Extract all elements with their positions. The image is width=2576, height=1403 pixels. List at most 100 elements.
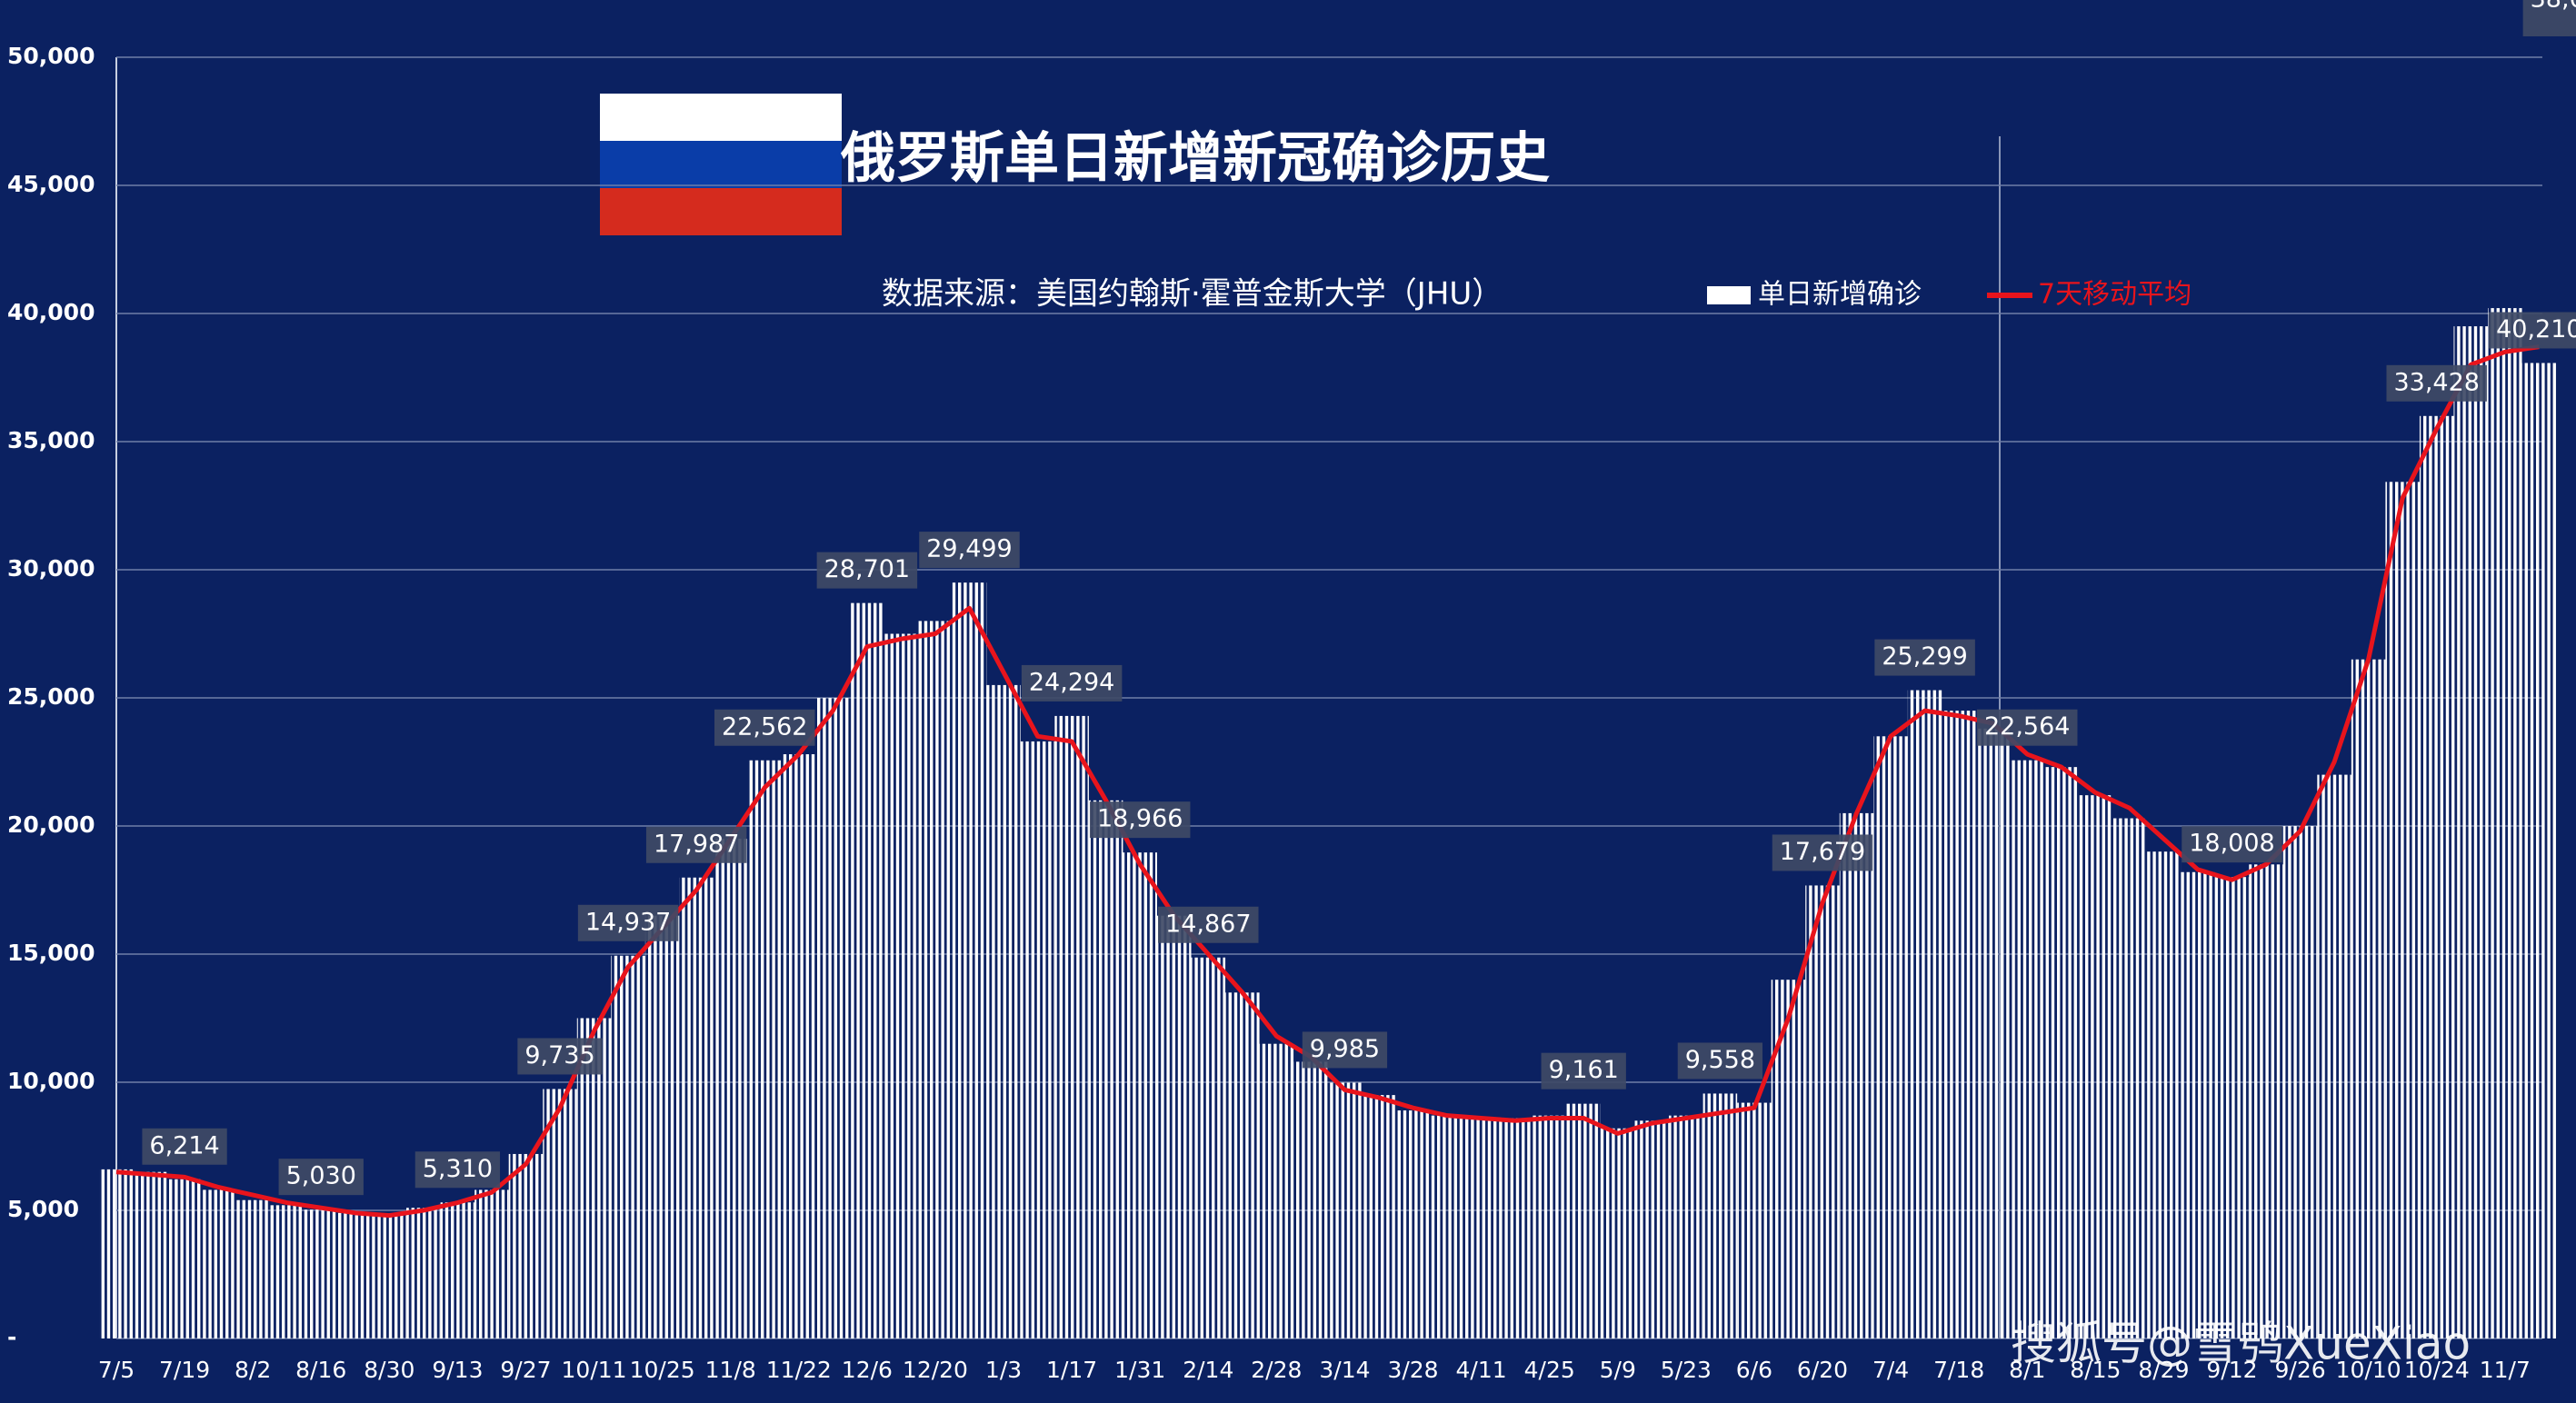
- x-tick-label: 2/14: [1183, 1357, 1233, 1383]
- bar: [2317, 774, 2351, 1338]
- y-tick-label: -: [7, 1324, 16, 1350]
- x-tick-label: 8/2: [235, 1357, 271, 1383]
- bar: [815, 698, 851, 1338]
- y-tick-label: 15,000: [7, 940, 95, 966]
- data-label: 6,214: [149, 1131, 219, 1159]
- bar: [2078, 795, 2113, 1338]
- bar: [2453, 326, 2489, 1339]
- y-tick-label: 40,000: [7, 299, 95, 325]
- labels: 6,214 5,030 5,310 9,735 14,937 17,987 22,562 28…: [142, 0, 2576, 1196]
- bar: [201, 1189, 236, 1338]
- y-tick-label: 35,000: [7, 427, 95, 453]
- bars: [99, 308, 2557, 1339]
- data-label: 14,937: [585, 908, 671, 936]
- bar: [1532, 1115, 1567, 1338]
- bar: [1771, 980, 1806, 1338]
- x-tick-label: 7/18: [1933, 1357, 1984, 1383]
- bar: [1805, 885, 1840, 1338]
- data-label-box: [919, 532, 1020, 569]
- x-tick-label: 9/13: [432, 1357, 483, 1383]
- data-label-box: [714, 709, 815, 746]
- bar: [1737, 1102, 1772, 1338]
- y-tick-label: 50,000: [7, 43, 95, 69]
- bar: [2181, 871, 2215, 1338]
- data-label-box: [2386, 364, 2487, 402]
- bar: [406, 1208, 441, 1338]
- legend-swatch: [1707, 286, 1751, 304]
- y-tick-label: 5,000: [7, 1196, 79, 1222]
- bar: [269, 1205, 305, 1338]
- data-label: 40,210: [2496, 315, 2576, 343]
- data-label: 5,030: [286, 1162, 356, 1190]
- x-tick-label: 1/3: [985, 1357, 1022, 1383]
- y-tick-label: 25,000: [7, 683, 95, 710]
- bar: [2010, 760, 2045, 1338]
- x-tick-label: 8/15: [2070, 1357, 2121, 1383]
- x-tick-label: 8/29: [2138, 1357, 2189, 1383]
- x-tick-label: 1/17: [1046, 1357, 1097, 1383]
- data-label-box: [577, 904, 679, 941]
- x-tick-label: 3/14: [1319, 1357, 1370, 1383]
- bar: [508, 1153, 544, 1338]
- bar: [986, 684, 1021, 1338]
- bar: [2214, 877, 2250, 1338]
- bar: [99, 1169, 134, 1338]
- chart-title: 俄罗斯单日新增新冠确诊历史: [840, 127, 1550, 191]
- bar: [1702, 1093, 1738, 1338]
- x-tick-label: 12/6: [842, 1357, 893, 1383]
- x-tick-label: 4/11: [1456, 1357, 1507, 1383]
- data-label-box: [278, 1159, 364, 1196]
- data-label: 18,008: [2189, 830, 2274, 858]
- x-tick-label: 9/12: [2206, 1357, 2257, 1383]
- bar: [1600, 1128, 1635, 1338]
- bar: [1191, 957, 1226, 1338]
- y-tick-label: 10,000: [7, 1068, 95, 1094]
- data-label-box: [1158, 906, 1259, 943]
- bar: [1225, 992, 1260, 1338]
- x-tick-label: 12/20: [903, 1357, 968, 1383]
- x-tick-label: 8/30: [364, 1357, 414, 1383]
- bar: [747, 760, 783, 1338]
- x-tick-label: 11/22: [766, 1357, 832, 1383]
- x-tick-label: 8/1: [2009, 1357, 2045, 1383]
- bar: [1839, 812, 1874, 1338]
- bar: [1088, 800, 1123, 1338]
- x-tick-label: 10/10: [2336, 1357, 2401, 1383]
- flag: [600, 94, 842, 235]
- x-tick-label: 6/6: [1736, 1357, 1772, 1383]
- x-tick-label: 1/31: [1114, 1357, 1165, 1383]
- lines: [115, 344, 2540, 1219]
- bar: [1259, 1043, 1294, 1338]
- bar: [1020, 741, 1055, 1338]
- data-label-box: [142, 1128, 227, 1165]
- bar: [1054, 715, 1089, 1338]
- data-label-box: [1021, 664, 1123, 702]
- bar: [338, 1212, 373, 1338]
- data-label-box: [1541, 1052, 1626, 1090]
- bar: [372, 1215, 407, 1338]
- data-label: 14,867: [1165, 910, 1251, 938]
- bar: [2385, 482, 2420, 1338]
- data-label: 9,161: [1549, 1056, 1619, 1084]
- y-tick-label: 20,000: [7, 811, 95, 838]
- chart-subtitle: 数据来源：美国约翰斯·霍普金斯大学（JHU）: [882, 276, 1503, 313]
- data-label: 9,735: [524, 1041, 594, 1070]
- data-label-box: [1772, 834, 1873, 871]
- bar: [952, 582, 987, 1338]
- data-label-box: [414, 1151, 501, 1189]
- bar: [1669, 1115, 1703, 1338]
- data-label-box: [2489, 312, 2576, 349]
- data-label: 24,294: [1029, 668, 1114, 696]
- bar: [1430, 1115, 1464, 1338]
- data-label: 22,564: [1984, 712, 2070, 741]
- bar: [1123, 852, 1157, 1338]
- watermark: 搜狐号@雪鸮XueXiao: [2011, 1318, 2471, 1370]
- data-label: 9,985: [1310, 1035, 1380, 1063]
- data-label: 18,966: [1097, 805, 1183, 833]
- data-label-box: [645, 826, 747, 863]
- bar: [133, 1171, 168, 1338]
- data-label-box: [1677, 1042, 1763, 1080]
- data-label-box: [2522, 0, 2576, 36]
- x-tick-label: 5/23: [1661, 1357, 1712, 1383]
